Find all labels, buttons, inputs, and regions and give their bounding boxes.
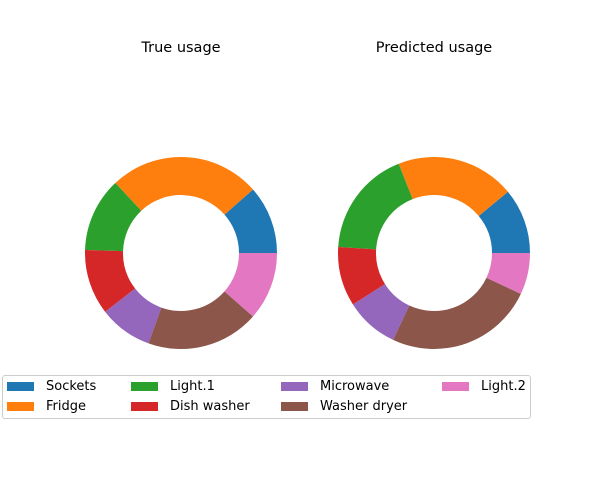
donut-predicted-slice-fridge [398, 157, 508, 217]
legend-swatch-dish-washer [131, 402, 158, 411]
donut-true-slice-sockets [224, 189, 277, 253]
legend: Sockets Fridge Light.1 Dish washer Micro… [2, 375, 531, 419]
true-usage-donut [85, 156, 277, 349]
donut-predicted-slice-washer-dryer [393, 277, 521, 350]
legend-label-microwave: Microwave [320, 379, 390, 394]
legend-item-dish-washer: Dish washer [131, 399, 250, 414]
predicted-usage-donut [338, 157, 530, 350]
donut-predicted-slice-light-1 [338, 163, 413, 250]
legend-swatch-sockets [7, 382, 34, 391]
legend-label-light-1: Light.1 [170, 379, 215, 394]
donut-predicted-slice-light-2 [486, 253, 530, 294]
legend-swatch-washer-dryer [281, 402, 308, 411]
chart-title-predicted: Predicted usage [376, 40, 493, 56]
legend-item-washer-dryer: Washer dryer [281, 399, 407, 414]
legend-label-dish-washer: Dish washer [170, 399, 250, 414]
legend-item-light-2: Light.2 [442, 379, 526, 394]
donut-true-slice-light-1 [85, 183, 142, 252]
legend-item-microwave: Microwave [281, 379, 389, 394]
donut-predicted-slice-sockets [478, 191, 530, 253]
legend-label-light-2: Light.2 [481, 379, 526, 394]
legend-item-fridge: Fridge [7, 399, 86, 414]
legend-swatch-fridge [7, 402, 34, 411]
donut-true-slice-light-2 [224, 253, 277, 317]
legend-swatch-microwave [281, 382, 308, 391]
donut-predicted-slice-microwave [352, 284, 410, 340]
donut-predicted-slice-dish-washer [338, 246, 386, 305]
donut-true-slice-fridge [115, 156, 254, 215]
chart-title-true: True usage [140, 40, 220, 56]
legend-swatch-light-2 [442, 382, 469, 391]
donut-true-slice-washer-dryer [148, 291, 254, 349]
donut-true-slice-microwave [105, 288, 162, 344]
legend-label-sockets: Sockets [46, 379, 97, 394]
legend-swatch-light-1 [131, 382, 158, 391]
legend-label-washer-dryer: Washer dryer [320, 399, 408, 414]
legend-item-sockets: Sockets [7, 379, 96, 394]
legend-item-light-1: Light.1 [131, 379, 215, 394]
legend-label-fridge: Fridge [46, 399, 86, 414]
donut-true-slice-dish-washer [85, 249, 136, 312]
